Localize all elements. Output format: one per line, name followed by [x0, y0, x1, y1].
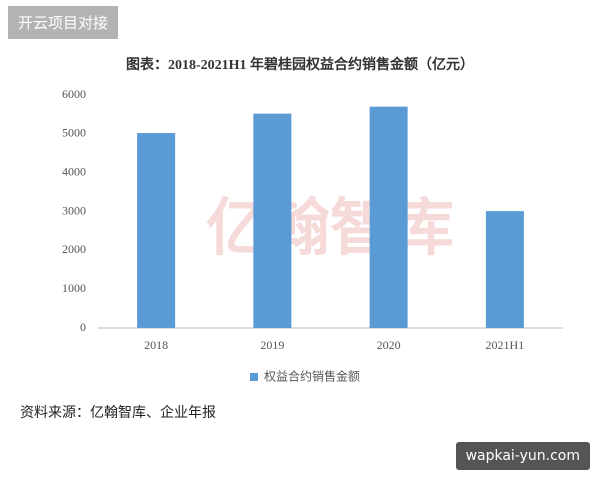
chart-title: 图表：2018-2021H1 年碧桂园权益合约销售金额（亿元）: [126, 56, 474, 73]
header-badge: 开云项目对接: [8, 6, 119, 39]
x-tick-label: 2018: [144, 338, 168, 352]
y-tick-label: 2000: [62, 242, 86, 256]
legend-label: 权益合约销售金额: [264, 369, 360, 384]
x-tick-label: 2020: [377, 338, 401, 352]
site-badge: wapkai-yun.com: [455, 442, 590, 470]
y-tick-label: 0: [80, 320, 86, 334]
x-tick-label: 2019: [260, 338, 284, 352]
y-tick-label: 1000: [62, 281, 86, 295]
source-note: 资料来源：亿翰智库、企业年报: [20, 404, 216, 421]
watermark: 亿翰智库: [206, 191, 454, 264]
y-tick-label: 3000: [62, 203, 86, 217]
bar: [137, 133, 176, 328]
bar: [485, 211, 524, 328]
y-tick-label: 4000: [62, 164, 86, 178]
legend-swatch: [250, 373, 258, 381]
y-tick-label: 5000: [62, 126, 86, 140]
x-tick-label: 2021H1: [486, 338, 525, 352]
bar: [369, 106, 408, 329]
y-tick-label: 6000: [62, 87, 86, 101]
bar: [253, 113, 292, 328]
